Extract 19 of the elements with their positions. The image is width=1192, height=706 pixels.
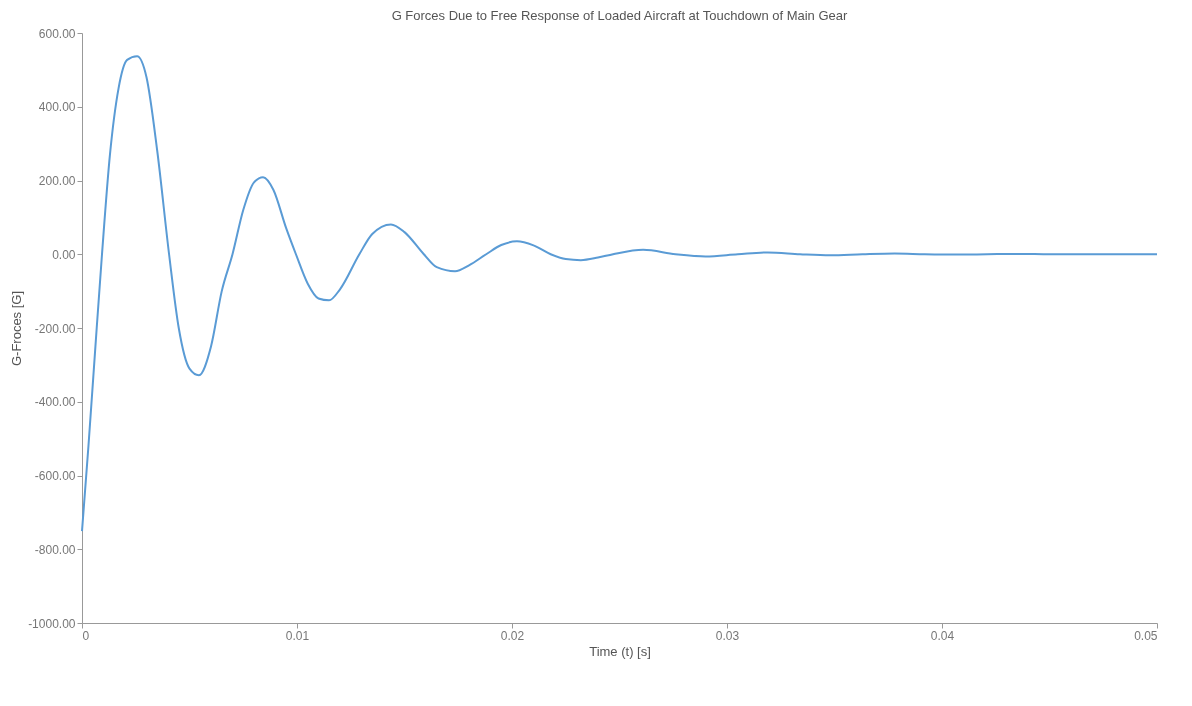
y-tick-label: -200.00 (34, 321, 76, 336)
y-tick-label: 0.00 (52, 247, 76, 262)
y-tick-label: 200.00 (38, 174, 76, 188)
y-tick-label: -600.00 (34, 469, 76, 483)
x-axis-title: Time (t) [s] (589, 643, 651, 659)
x-tick-label: 0.04 (930, 628, 955, 643)
y-axis-title: G-Froces [G] (9, 290, 25, 367)
x-tick-label: 0.02 (500, 628, 525, 643)
y-tick-label: -800.00 (34, 542, 76, 557)
chart-title: G Forces Due to Free Response of Loaded Aircraft at Touchdown of Main Gear (391, 8, 849, 23)
y-tick-label: -400.00 (34, 395, 76, 410)
x-tick-label: 0.03 (715, 628, 740, 643)
x-tick-label: 0 (82, 628, 90, 643)
y-tick-label: -1000.00 (28, 616, 76, 631)
line-series (81, 55, 1158, 533)
x-tick-label: 0.01 (285, 628, 310, 643)
y-tick-label: 400.00 (38, 100, 76, 115)
y-tick-label: 600.00 (38, 26, 76, 41)
x-tick-label: 0.05 (1134, 628, 1158, 643)
